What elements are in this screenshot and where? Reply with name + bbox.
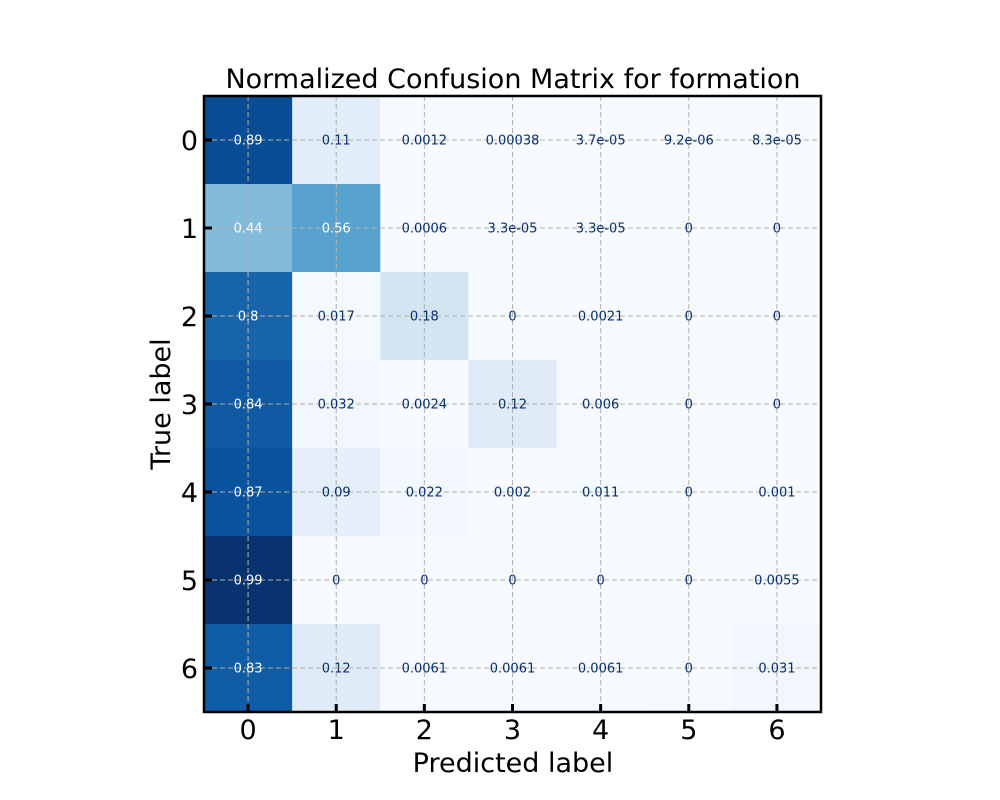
y-tick-label: 3 (181, 390, 198, 421)
cell-value-label: 0.0021 (578, 310, 624, 325)
cell-value-label: 0.12 (498, 398, 527, 413)
cell-value-label: 0.83 (234, 662, 263, 677)
cell-value-label: 0.18 (410, 310, 439, 325)
cell-value-label: 8.3e-05 (752, 134, 802, 149)
cell-value-label: 0 (332, 574, 340, 589)
cell-value-label: 0 (685, 222, 693, 237)
cell-value-label: 0.00038 (486, 134, 540, 149)
cell-value-label: 9.2e-06 (664, 134, 714, 149)
cell-value-label: 0.0061 (490, 662, 536, 677)
y-tick-label: 2 (181, 302, 198, 333)
y-axis-ticks: 0 1 2 3 4 5 6 (181, 126, 212, 685)
y-tick-label: 6 (181, 654, 198, 685)
cell-value-label: 0.0024 (402, 398, 448, 413)
y-tick-label: 5 (181, 566, 198, 597)
chart-title: Normalized Confusion Matrix for formatio… (225, 64, 800, 95)
cell-value-label: 0.0006 (402, 222, 448, 237)
cell-value-label: 0 (420, 574, 428, 589)
y-axis-label: True label (146, 338, 177, 470)
cell-value-label: 0 (773, 310, 781, 325)
x-tick-label: 2 (416, 715, 433, 746)
x-axis-label: Predicted label (413, 748, 614, 779)
x-tick-label: 4 (592, 715, 609, 746)
cell-value-label: 0.022 (406, 486, 443, 501)
cell-value-label: 0.11 (322, 134, 351, 149)
cell-value-label: 0.44 (234, 222, 263, 237)
cell-value-label: 0.0061 (402, 662, 448, 677)
cell-value-label: 0.017 (318, 310, 355, 325)
cell-value-label: 0.0012 (402, 134, 448, 149)
cell-value-label: 0.006 (582, 398, 619, 413)
x-tick-label: 5 (680, 715, 697, 746)
cell-value-label: 0.011 (582, 486, 619, 501)
cell-value-label: 0.12 (322, 662, 351, 677)
cell-value-label: 0 (773, 398, 781, 413)
cell-value-label: 0 (685, 486, 693, 501)
x-tick-label: 6 (768, 715, 785, 746)
cell-value-label: 3.7e-05 (576, 134, 626, 149)
cell-value-label: 0 (508, 310, 516, 325)
cell-value-label: 0.99 (234, 574, 263, 589)
y-tick-label: 1 (181, 214, 198, 245)
cell-value-label: 3.3e-05 (576, 222, 626, 237)
cell-value-label: 0.56 (322, 222, 351, 237)
x-tick-label: 0 (239, 715, 256, 746)
x-tick-label: 1 (328, 715, 345, 746)
grid-lines (204, 96, 821, 712)
cell-value-label: 0.002 (494, 486, 531, 501)
cell-value-label: 0.8 (238, 310, 259, 325)
cell-value-labels: 0.89 0.11 0.0012 0.00038 3.7e-05 9.2e-06 8.3e-… (234, 134, 802, 677)
cell-value-label: 0 (685, 310, 693, 325)
cell-value-label: 0 (685, 398, 693, 413)
cell-value-label: 0 (773, 222, 781, 237)
cell-value-label: 0.0061 (578, 662, 624, 677)
cell-value-label: 0.84 (234, 398, 263, 413)
cell-value-label: 0.032 (318, 398, 355, 413)
cell-value-label: 0.001 (758, 486, 795, 501)
x-axis-ticks: 0 1 2 3 4 5 6 (239, 704, 786, 746)
cell-value-label: 0.89 (234, 134, 263, 149)
cell-value-label: 0.0055 (754, 574, 800, 589)
cell-value-label: 0.09 (322, 486, 351, 501)
cell-value-label: 0 (685, 574, 693, 589)
y-tick-label: 0 (181, 126, 198, 157)
cell-value-label: 0.031 (758, 662, 795, 677)
cell-value-label: 0.87 (234, 486, 263, 501)
x-tick-label: 3 (504, 715, 521, 746)
cell-value-label: 0 (685, 662, 693, 677)
y-tick-label: 4 (181, 478, 198, 509)
cell-value-label: 0 (508, 574, 516, 589)
cell-value-label: 3.3e-05 (488, 222, 538, 237)
cell-value-label: 0 (597, 574, 605, 589)
